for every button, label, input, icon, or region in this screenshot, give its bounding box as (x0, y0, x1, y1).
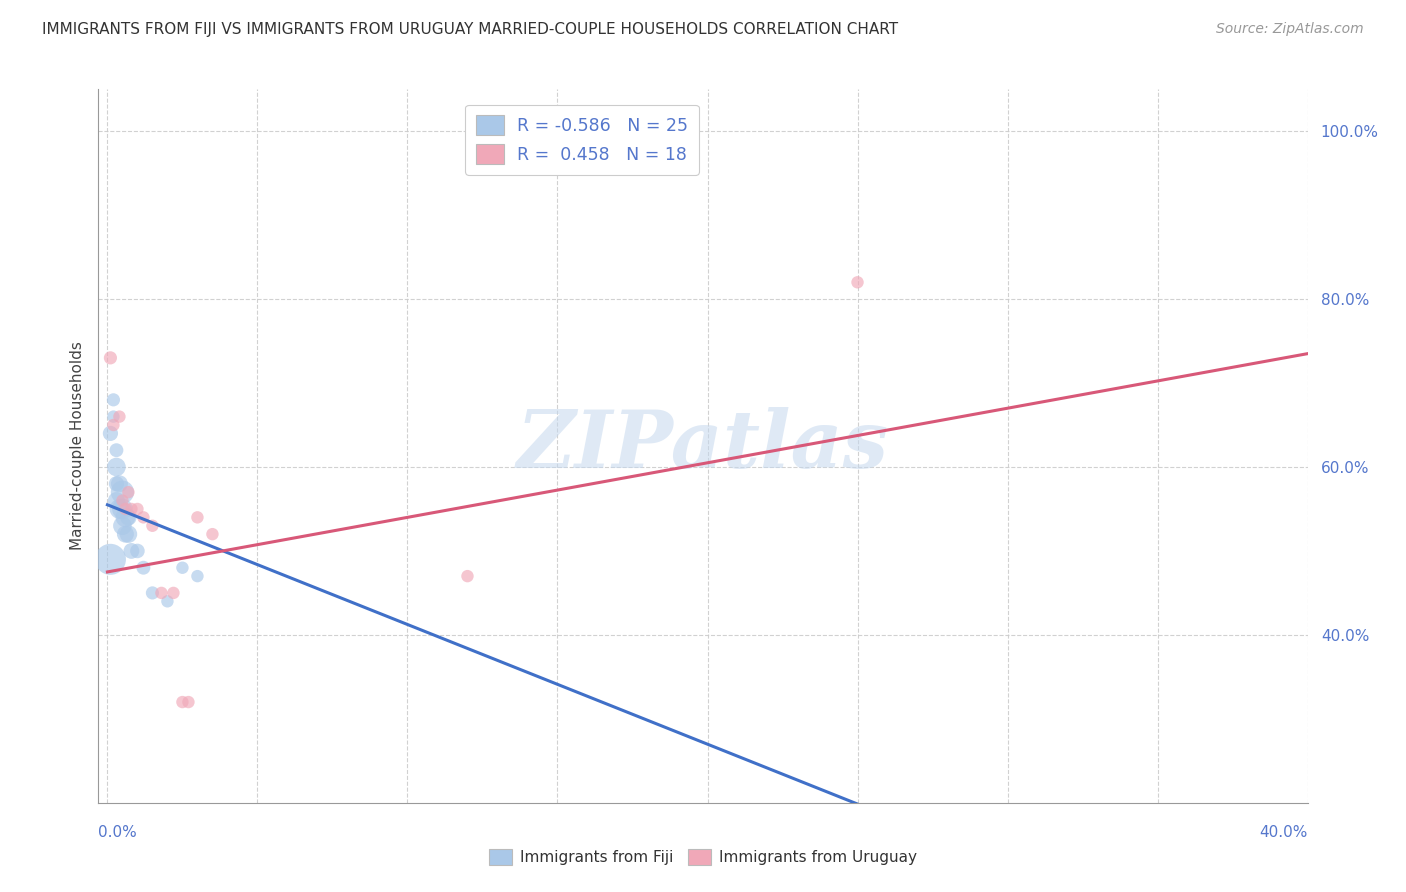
Point (105, 493, 128, 508)
Point (132, 510, 155, 524)
Point (117, 527, 139, 541)
Point (177, 695, 200, 709)
Point (108, 476, 131, 491)
Point (162, 586, 184, 600)
Point (103, 417, 125, 432)
Legend: R = -0.586   N = 25, R =  0.458   N = 18: R = -0.586 N = 25, R = 0.458 N = 18 (465, 105, 699, 175)
Y-axis label: Married-couple Households: Married-couple Households (69, 342, 84, 550)
Point (141, 518, 163, 533)
Point (201, 527, 224, 541)
Point (108, 502, 131, 516)
Point (172, 695, 194, 709)
Point (103, 409, 125, 424)
Point (100, 426, 122, 441)
Text: Source: ZipAtlas.com: Source: ZipAtlas.com (1216, 22, 1364, 37)
Point (103, 392, 125, 407)
Point (127, 544, 149, 558)
Point (100, 552, 122, 566)
Point (156, 594, 179, 608)
Legend: Immigrants from Fiji, Immigrants from Uruguay: Immigrants from Fiji, Immigrants from Ur… (484, 843, 922, 871)
Point (108, 409, 131, 424)
Point (120, 502, 142, 516)
Point (456, 569, 478, 583)
Text: ZIPatlas: ZIPatlas (517, 408, 889, 484)
Point (127, 502, 149, 516)
Point (111, 485, 134, 500)
Point (117, 485, 139, 500)
Point (846, 275, 869, 289)
Point (186, 569, 208, 583)
Point (186, 510, 208, 524)
Point (172, 560, 194, 574)
Point (117, 510, 139, 524)
Text: 40.0%: 40.0% (1260, 825, 1308, 840)
Point (141, 586, 163, 600)
Point (150, 586, 173, 600)
Point (111, 502, 134, 516)
Text: IMMIGRANTS FROM FIJI VS IMMIGRANTS FROM URUGUAY MARRIED-COUPLE HOUSEHOLDS CORREL: IMMIGRANTS FROM FIJI VS IMMIGRANTS FROM … (42, 22, 898, 37)
Text: 0.0%: 0.0% (98, 825, 138, 840)
Point (111, 518, 134, 533)
Point (120, 544, 142, 558)
Point (114, 510, 136, 524)
Point (100, 351, 122, 365)
Point (105, 460, 128, 475)
Point (114, 502, 136, 516)
Point (105, 443, 128, 458)
Point (105, 476, 128, 491)
Point (907, 821, 929, 835)
Point (111, 493, 134, 508)
Point (114, 527, 136, 541)
Point (132, 560, 155, 574)
